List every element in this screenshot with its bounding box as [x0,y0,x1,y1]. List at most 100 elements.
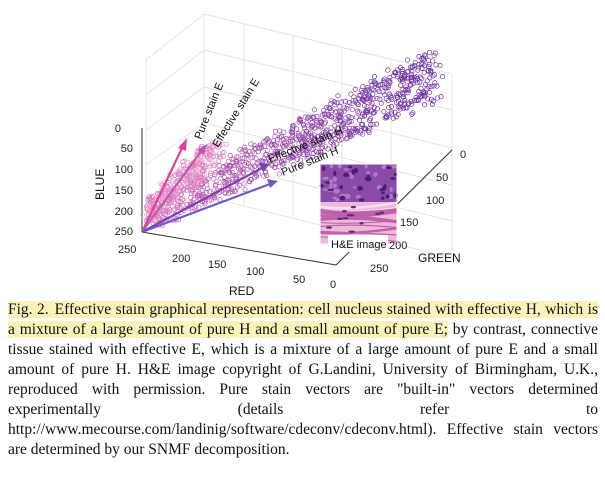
scatter-point [341,105,347,111]
scatter-point [273,161,279,167]
scatter-point [207,189,213,195]
scatter-point [318,120,324,126]
scatter-point [287,155,293,161]
scatter-point [347,100,353,106]
scatter-point [196,162,202,168]
scatter-point [263,138,269,144]
scatter-point [353,114,359,120]
scatter-point [342,108,348,114]
scatter-point [279,149,285,155]
scatter-point [189,171,195,177]
inset-nucleus [329,179,334,184]
scatter-point [362,103,368,109]
scatter-point [385,67,391,73]
inset-nucleus [329,163,334,169]
scatter-point [335,113,341,119]
scatter-point [374,106,380,112]
scatter-point [199,188,205,194]
scatter-point [242,161,248,167]
inset-fiber [319,227,398,235]
scatter-point [206,156,212,162]
scatter-point [167,186,173,192]
scatter-point [403,84,409,90]
scatter-point [226,158,232,164]
effective-h-vector [141,167,263,233]
scatter-point [338,137,345,143]
scatter-point [319,144,325,150]
inset-nucleus [359,222,364,225]
inset-nucleus [390,165,398,169]
scatter-point [192,185,198,191]
scatter-point [399,75,405,81]
scatter-point [180,188,186,194]
scatter-point [345,135,351,141]
scatter-plot: Pure stain E Effective stain E Effective… [93,13,466,298]
inset-nucleus [385,194,390,199]
scatter-point [197,174,203,180]
scatter-point [271,138,277,144]
scatter-point [332,109,339,115]
scatter-point [351,94,357,100]
scatter-point [381,78,387,84]
inset-fiber [319,217,398,224]
scatter-point [204,182,210,188]
scatter-point [144,202,150,208]
scatter-point [405,90,411,96]
inset-nucleus [339,195,346,201]
green-tick-250: 250 [370,263,388,275]
red-tick-150: 150 [208,259,226,271]
scatter-point [276,171,282,177]
scatter-point [174,194,180,200]
scatter-point [308,133,314,139]
scatter-point [175,202,181,209]
red-tick-250: 250 [118,244,136,256]
scatter-point [258,157,265,163]
green-tick-0: 0 [460,149,466,161]
inset-nucleus [342,210,347,213]
scatter-point [310,141,316,147]
scatter-point [213,179,219,185]
inset-nucleus [337,164,342,169]
scatter-point [310,151,316,157]
scatter-point [374,96,380,102]
scatter-point [171,200,177,206]
scatter-point [331,144,337,150]
scatter-point [219,141,225,147]
scatter-point [343,115,349,121]
scatter-point [334,100,340,106]
scatter-point [300,151,307,158]
pure-h-arrowhead [267,179,278,188]
scatter-point [210,140,216,146]
scatter-point [296,119,302,125]
scatter-point [437,63,443,69]
scatter-point [225,191,231,197]
scatter-point [164,206,170,212]
scatter-point [339,127,345,133]
scatter-point [311,107,317,113]
scatter-point [211,176,217,182]
scatter-point [418,94,424,100]
scatter-point [377,96,383,102]
scatter-point [283,136,289,142]
scatter-point [405,87,412,93]
scatter-point [429,101,435,107]
scatter-point [334,108,340,115]
scatter-point [231,188,237,194]
scatter-point [395,111,401,118]
inset-nucleus [351,169,356,175]
scatter-point [301,122,307,128]
scatter-point [196,175,202,181]
scatter-point [174,188,180,194]
scatter-point [181,166,187,172]
scatter-point [412,59,418,66]
scatter-point [297,150,303,157]
scatter-point [305,122,311,128]
scatter-point [199,191,205,198]
scatter-point [398,82,404,88]
scatter-point [392,70,398,76]
scatter-point [207,172,214,178]
scatter-point [180,180,186,186]
scatter-point [169,194,175,200]
scatter-point [206,197,212,203]
scatter-point [246,178,252,184]
